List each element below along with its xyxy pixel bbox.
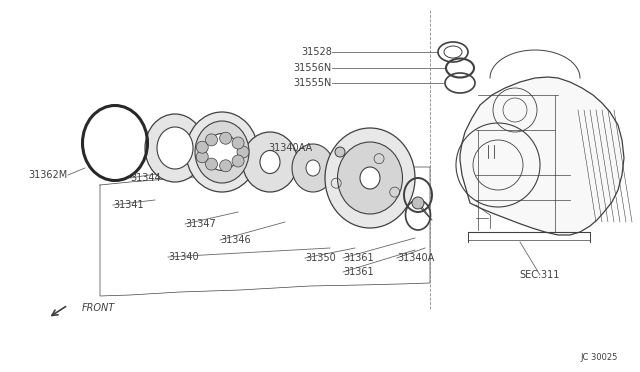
Ellipse shape [237, 146, 249, 158]
Ellipse shape [243, 132, 298, 192]
Ellipse shape [220, 132, 232, 144]
Text: JC 30025: JC 30025 [580, 353, 618, 362]
Ellipse shape [196, 151, 208, 163]
Ellipse shape [186, 112, 258, 192]
Ellipse shape [157, 127, 193, 169]
Text: SEC.311: SEC.311 [520, 270, 560, 280]
Text: 31362M: 31362M [29, 170, 68, 180]
Text: 31555N: 31555N [294, 78, 332, 88]
Ellipse shape [260, 151, 280, 173]
Ellipse shape [145, 114, 205, 182]
Polygon shape [460, 77, 624, 235]
Ellipse shape [360, 167, 380, 189]
Ellipse shape [195, 121, 249, 183]
Text: FRONT: FRONT [82, 303, 115, 313]
Text: 31346: 31346 [220, 235, 251, 245]
Ellipse shape [306, 160, 320, 176]
Ellipse shape [292, 144, 334, 192]
Text: 31556N: 31556N [294, 63, 332, 73]
Text: 31350: 31350 [305, 253, 336, 263]
Ellipse shape [335, 147, 345, 157]
Ellipse shape [206, 134, 238, 170]
Text: 31361: 31361 [343, 253, 374, 263]
Ellipse shape [220, 160, 232, 172]
Ellipse shape [196, 141, 208, 153]
Text: 31340AA: 31340AA [268, 143, 312, 153]
Text: 31340: 31340 [168, 252, 198, 262]
Ellipse shape [205, 134, 218, 146]
Ellipse shape [232, 137, 244, 149]
Ellipse shape [325, 128, 415, 228]
Ellipse shape [205, 158, 218, 170]
Ellipse shape [412, 197, 424, 209]
Text: 31344: 31344 [130, 173, 161, 183]
Text: 31347: 31347 [185, 219, 216, 229]
Ellipse shape [232, 155, 244, 167]
Text: 31340A: 31340A [397, 253, 435, 263]
Text: 31528: 31528 [301, 47, 332, 57]
Text: 31341: 31341 [113, 200, 143, 210]
Ellipse shape [337, 142, 403, 214]
Text: 31361: 31361 [343, 267, 374, 277]
